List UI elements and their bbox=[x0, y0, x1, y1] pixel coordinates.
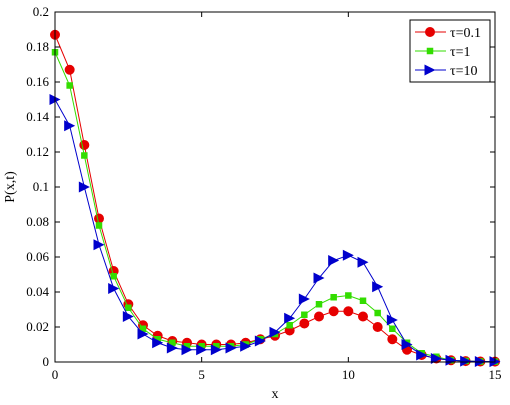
data-point bbox=[95, 222, 103, 229]
data-point bbox=[152, 337, 164, 349]
series-line bbox=[54, 52, 496, 363]
data-point bbox=[108, 283, 120, 294]
data-point bbox=[169, 339, 176, 346]
data-point bbox=[240, 340, 252, 352]
data-point bbox=[78, 181, 90, 193]
legend-item: τ=0.1 bbox=[415, 26, 481, 41]
x-tick-label: 0 bbox=[52, 367, 59, 382]
legend-label: τ=10 bbox=[450, 64, 478, 79]
y-tick-label: 0.04 bbox=[26, 284, 49, 299]
data-point bbox=[330, 294, 337, 301]
data-point bbox=[269, 326, 281, 338]
data-point bbox=[343, 306, 354, 317]
data-point bbox=[372, 281, 384, 293]
data-point bbox=[359, 297, 367, 304]
y-tick-label: 0 bbox=[43, 354, 50, 369]
data-point bbox=[198, 343, 205, 350]
data-point bbox=[81, 152, 88, 159]
y-tick-label: 0.08 bbox=[26, 214, 49, 229]
y-tick-label: 0.12 bbox=[26, 144, 49, 159]
data-point bbox=[387, 334, 398, 345]
legend-marker bbox=[425, 27, 435, 37]
data-point bbox=[314, 311, 324, 322]
y-tick-label: 0.18 bbox=[26, 39, 49, 54]
data-point bbox=[284, 312, 296, 324]
data-point bbox=[299, 318, 310, 329]
data-point bbox=[66, 82, 73, 89]
data-point bbox=[125, 304, 132, 311]
legend-marker bbox=[426, 47, 434, 55]
y-tick-label: 0.2 bbox=[33, 4, 49, 19]
data-point bbox=[430, 353, 442, 364]
legend-item: τ=1 bbox=[415, 45, 471, 60]
legend-marker bbox=[424, 64, 436, 76]
data-point bbox=[474, 355, 486, 367]
data-point bbox=[225, 342, 237, 354]
x-tick-label: 15 bbox=[489, 367, 502, 382]
data-point bbox=[345, 292, 352, 299]
y-tick-label: 0.16 bbox=[26, 74, 49, 89]
legend: τ=0.1 τ=1 τ=10 bbox=[409, 19, 491, 83]
x-axis-label: x bbox=[272, 387, 279, 402]
data-point bbox=[196, 344, 208, 356]
data-point bbox=[357, 256, 369, 268]
axis-ticks: 0 5 10 15 0 0.02 0.04 0.06 0.08 0.1 0.12 0.14 0.16 0.… bbox=[26, 4, 501, 382]
legend-label: τ=0.1 bbox=[450, 26, 481, 41]
data-point bbox=[416, 349, 428, 361]
data-point bbox=[298, 293, 310, 305]
data-point bbox=[328, 255, 340, 266]
data-point bbox=[358, 311, 368, 322]
x-tick-label: 5 bbox=[198, 367, 205, 382]
series-line bbox=[54, 99, 496, 363]
data-point bbox=[181, 344, 193, 356]
series-2 bbox=[49, 94, 501, 368]
data-point bbox=[64, 120, 76, 132]
data-point bbox=[122, 311, 134, 322]
data-point bbox=[401, 339, 413, 350]
y-tick-label: 0.06 bbox=[26, 249, 49, 264]
data-point bbox=[166, 342, 178, 354]
y-tick-label: 0.02 bbox=[26, 319, 49, 334]
data-point bbox=[137, 328, 149, 340]
data-point bbox=[389, 325, 396, 332]
legend-label: τ=1 bbox=[450, 45, 471, 60]
data-point bbox=[139, 325, 147, 332]
data-point bbox=[328, 306, 339, 317]
series-line bbox=[54, 34, 496, 363]
data-point bbox=[301, 311, 308, 318]
x-tick-label: 10 bbox=[342, 367, 355, 382]
data-point bbox=[254, 335, 266, 347]
data-point bbox=[445, 354, 457, 366]
data-point bbox=[64, 64, 75, 75]
data-point bbox=[313, 272, 325, 284]
data-point bbox=[372, 322, 383, 332]
y-tick-label: 0.14 bbox=[26, 109, 49, 124]
data-point bbox=[386, 314, 398, 326]
data-point bbox=[315, 301, 323, 308]
data-point bbox=[93, 239, 105, 251]
data-point bbox=[460, 355, 472, 367]
series-1 bbox=[51, 49, 499, 365]
data-point bbox=[210, 344, 222, 356]
data-point bbox=[342, 249, 354, 261]
y-axis-label: P(x,t) bbox=[3, 171, 18, 203]
y-tick-label: 0.1 bbox=[33, 179, 49, 194]
data-point bbox=[94, 213, 104, 224]
data-point bbox=[110, 273, 117, 280]
data-point bbox=[374, 309, 381, 317]
data-point bbox=[286, 322, 293, 329]
data-point bbox=[183, 343, 191, 350]
data-point bbox=[154, 336, 161, 343]
data-point bbox=[213, 343, 220, 350]
legend-item: τ=10 bbox=[415, 64, 478, 79]
